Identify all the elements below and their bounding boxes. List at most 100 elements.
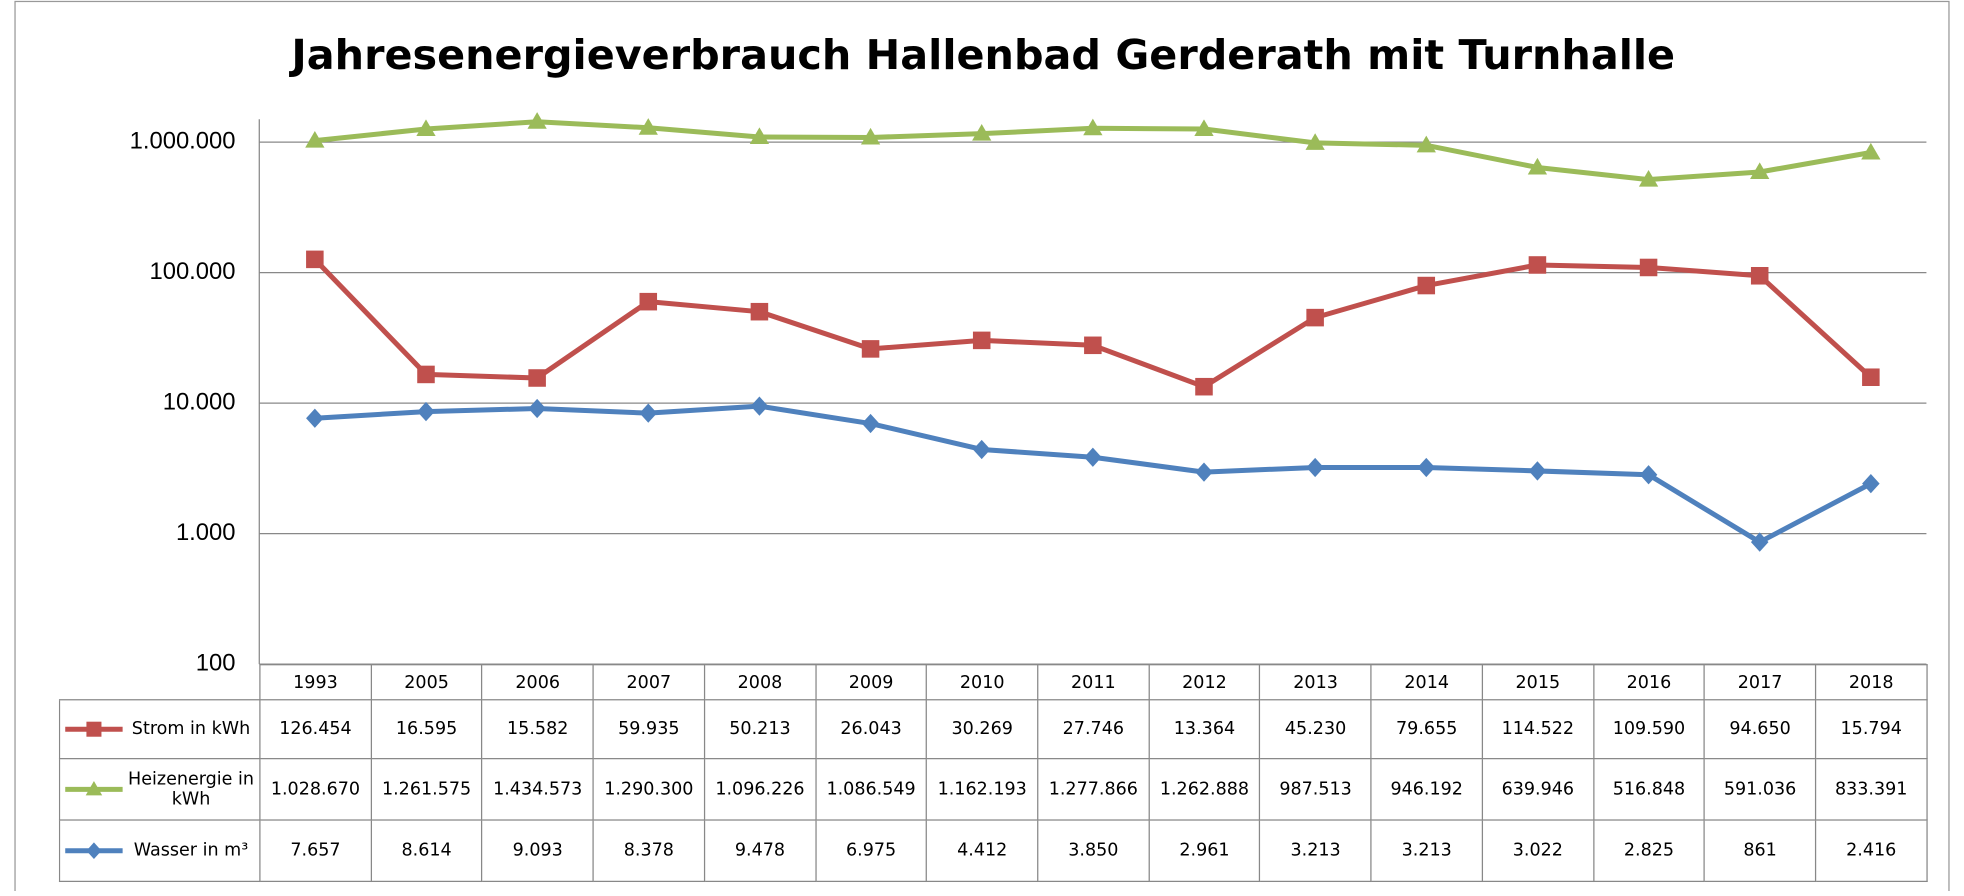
marker xyxy=(972,439,991,460)
data-label: 9.093 xyxy=(481,819,594,883)
marker xyxy=(1417,457,1436,478)
marker xyxy=(1861,142,1881,160)
marker xyxy=(860,127,881,145)
legend-label: Heizenergie in kWh xyxy=(128,769,255,810)
data-label: 1.277.866 xyxy=(1037,758,1150,821)
x-tick-label: 2012 xyxy=(1148,664,1261,701)
marker xyxy=(527,112,547,129)
y-tick-label: 1.000 xyxy=(176,519,236,546)
data-label: 946.192 xyxy=(1370,758,1483,821)
marker xyxy=(1528,461,1547,481)
data-label: 2.416 xyxy=(1815,819,1928,883)
data-label: 59.935 xyxy=(592,699,706,760)
series xyxy=(306,396,1880,552)
x-tick-label: 2011 xyxy=(1037,664,1150,701)
marker xyxy=(639,292,658,311)
marker xyxy=(1194,119,1214,136)
series xyxy=(306,250,1880,396)
data-label: 1.162.193 xyxy=(926,758,1039,821)
x-tick-label: 2007 xyxy=(592,664,706,701)
data-label: 3.213 xyxy=(1259,819,1372,883)
data-label: 3.850 xyxy=(1037,819,1150,883)
data-label: 591.036 xyxy=(1703,758,1817,821)
x-tick-label: 2018 xyxy=(1815,664,1928,701)
marker xyxy=(638,118,658,135)
marker xyxy=(1306,308,1324,327)
marker xyxy=(306,250,324,269)
x-tick-label: 2010 xyxy=(926,664,1039,701)
legend-entry: Wasser in m³ xyxy=(60,841,259,861)
marker xyxy=(639,403,658,423)
data-label: 16.595 xyxy=(370,699,483,760)
marker xyxy=(1528,256,1547,274)
data-label: 4.412 xyxy=(926,819,1039,883)
legend-label: Wasser in m³ xyxy=(133,840,249,861)
data-label: 1.434.573 xyxy=(481,758,594,821)
legend-icon xyxy=(65,781,123,796)
data-table-wrap: 1993 2005 2006 2007 2008 2009 2010 2011 2012 2013… xyxy=(58,664,1932,883)
data-label: 114.522 xyxy=(1481,699,1595,760)
data-label: 109.590 xyxy=(1592,699,1706,760)
legend-cell: Heizenergie in kWh xyxy=(58,758,261,821)
marker xyxy=(750,302,769,321)
marker xyxy=(86,842,102,859)
y-tick-label: 100.000 xyxy=(150,258,236,285)
x-tick-label: 2015 xyxy=(1481,664,1595,701)
data-label: 1.262.888 xyxy=(1148,758,1261,821)
marker xyxy=(1084,336,1102,355)
data-label: 2.825 xyxy=(1592,819,1706,883)
data-table: 1993 2005 2006 2007 2008 2009 2010 2011 2012 2013… xyxy=(58,664,1932,883)
legend-entry: Strom in kWh xyxy=(60,719,259,739)
x-tick-label: 2013 xyxy=(1259,664,1372,701)
data-label: 1.290.300 xyxy=(592,758,706,821)
data-label: 516.848 xyxy=(1592,758,1706,821)
y-tick-label: 1.000.000 xyxy=(130,127,236,154)
data-label: 1.086.549 xyxy=(814,758,928,821)
chart-title: Jahresenergieverbrauch Hallenbad Gerdera… xyxy=(288,31,1675,79)
marker xyxy=(1862,368,1880,386)
data-label: 1.261.575 xyxy=(370,758,483,821)
corner xyxy=(59,664,261,701)
marker xyxy=(1862,473,1880,494)
data-label: 94.650 xyxy=(1703,699,1817,760)
marker xyxy=(417,365,435,384)
x-tick-label: 2008 xyxy=(703,664,817,701)
marker xyxy=(1305,133,1325,150)
marker xyxy=(1417,276,1436,295)
marker xyxy=(861,340,880,358)
marker xyxy=(1639,465,1658,485)
data-label: 79.655 xyxy=(1370,699,1483,760)
table-row: Strom in kWh 126.454 16.595 15.582 59.935 50.… xyxy=(58,699,1928,760)
data-label: 26.043 xyxy=(814,699,928,760)
marker xyxy=(1195,462,1213,482)
marker xyxy=(749,127,770,144)
marker xyxy=(972,331,991,350)
data-label: 6.975 xyxy=(814,819,928,883)
legend-label: Strom in kWh xyxy=(131,719,251,740)
marker xyxy=(1750,267,1769,285)
marker xyxy=(1750,162,1770,179)
series xyxy=(305,112,1881,187)
data-label: 861 xyxy=(1703,819,1817,883)
marker xyxy=(750,396,769,416)
legend-cell: Strom in kWh xyxy=(58,699,261,760)
marker xyxy=(972,124,992,141)
header-row: 1993 2005 2006 2007 2008 2009 2010 2011 2012 2013… xyxy=(59,664,1928,701)
data-label: 2.961 xyxy=(1148,819,1261,883)
x-tick-label: 2006 xyxy=(481,664,594,701)
table-row: Wasser in m³ 7.657 8.614 9.093 8.378 9.478 6.9… xyxy=(58,819,1928,883)
table: 1993 2005 2006 2007 2008 2009 2010 2011 2012 2013… xyxy=(58,664,1928,883)
line xyxy=(314,403,1873,545)
marker xyxy=(85,781,103,796)
marker xyxy=(528,398,546,419)
data-label: 13.364 xyxy=(1148,699,1261,760)
marker xyxy=(1083,118,1103,136)
data-label: 3.022 xyxy=(1481,819,1595,883)
x-tick-label: 2009 xyxy=(814,664,928,701)
marker xyxy=(1416,135,1436,153)
data-label: 639.946 xyxy=(1481,758,1595,821)
marker xyxy=(1084,447,1102,467)
data-label: 27.746 xyxy=(1037,699,1150,760)
marker xyxy=(1639,258,1658,277)
